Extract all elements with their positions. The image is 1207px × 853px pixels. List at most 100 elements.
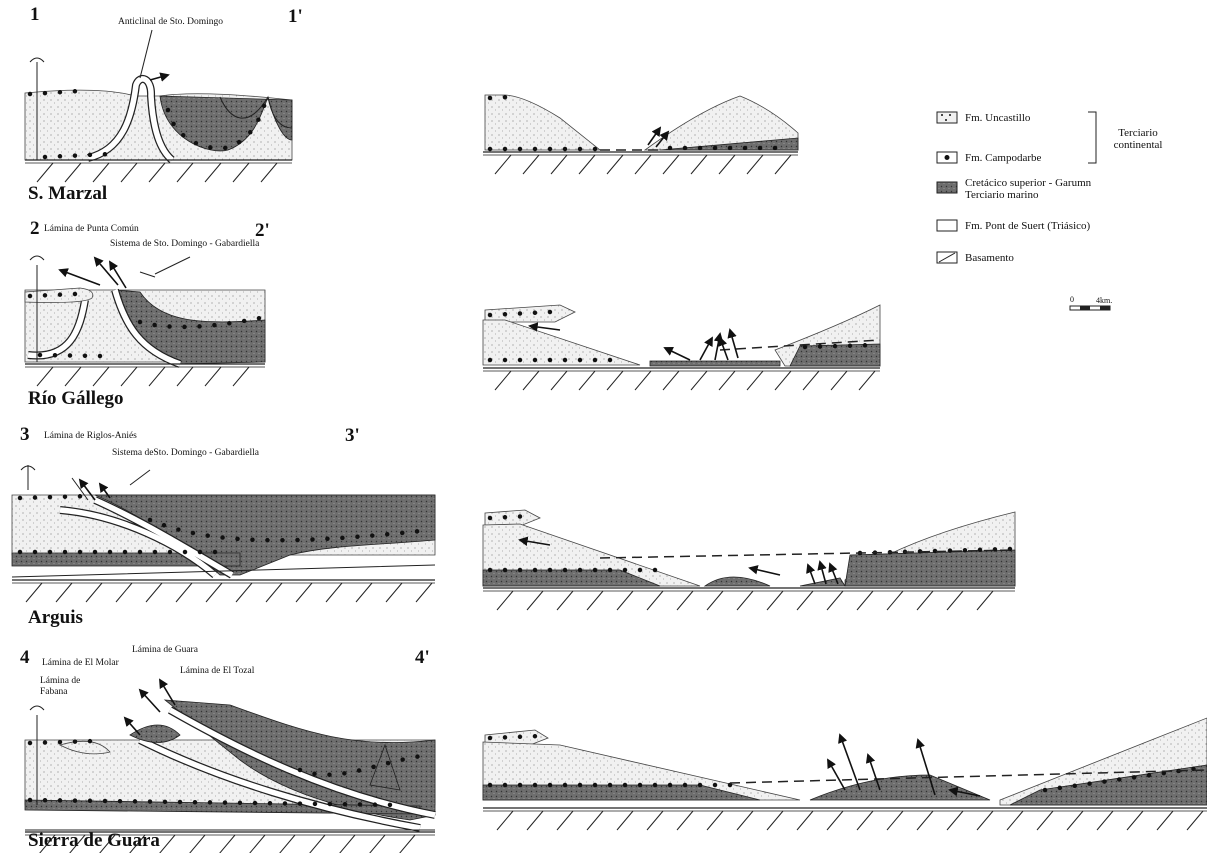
hatch [205,163,221,182]
hatch [557,811,573,830]
section-number: 2 [30,218,40,239]
structure-label: Lámina de El Molar [42,658,120,668]
section-number-end: 2' [255,220,270,241]
hatch [339,835,355,853]
hatch [177,163,193,182]
legend-label: Terciario marino [965,189,1039,201]
hatch [775,155,791,174]
hatch [797,811,813,830]
hatch [977,811,993,830]
legend-swatch [937,112,957,123]
hatch [205,367,221,386]
hatch [149,163,165,182]
hatch [356,583,372,602]
section-1-left [25,30,292,160]
hatch [416,583,432,602]
hatch [887,811,903,830]
structure-label: Lámina de Punta Común [44,224,139,234]
legend: Fm. Uncastillo Fm. Campodarbe Cretácico … [937,112,1162,264]
hatch [495,155,511,174]
hatch [497,811,513,830]
structure-label: Lámina de Riglos-Aniés [44,431,137,441]
hatch [947,811,963,830]
hatch [767,811,783,830]
hatch [827,591,843,610]
hatch [266,583,282,602]
hatch [747,155,763,174]
hatch [527,811,543,830]
hatch [149,367,165,386]
hatch [261,163,277,182]
hatch [747,371,763,390]
section-3-right [483,510,1015,586]
hatch [917,591,933,610]
hatch [677,811,693,830]
structure-label: Sistema de Sto. Domingo - Gabardiella [110,239,260,249]
hatch [707,591,723,610]
hatch [887,591,903,610]
hatch [219,835,235,853]
legend-group-label: continental [1114,139,1163,151]
hatch [803,371,819,390]
hatch [121,163,137,182]
section-name: S. Marzal [28,183,107,204]
hatch [495,371,511,390]
hatch [37,367,53,386]
hatch [707,811,723,830]
hatch [159,835,175,853]
hatch [607,371,623,390]
hatch [617,591,633,610]
hatch [523,155,539,174]
structure-label: Anticlinal de Sto. Domingo [118,17,223,27]
hatch [369,835,385,853]
section-number-end: 3' [345,425,360,446]
section-2-left [25,256,265,364]
scale-label: 4km. [1096,296,1112,305]
hatch [86,583,102,602]
hatch [26,583,42,602]
hatch [527,591,543,610]
hatch [206,583,222,602]
hatch [177,367,193,386]
hatch [635,371,651,390]
hatch [557,591,573,610]
hatch [579,155,595,174]
section-3-left [12,465,435,577]
hatch [977,591,993,610]
section-2-right [483,305,880,366]
hatch [189,835,205,853]
legend-group-label: Terciario [1118,127,1158,139]
hatch [719,371,735,390]
legend-swatch [937,182,957,193]
section-name: Sierra de Guara [28,830,160,851]
hatch [1157,811,1173,830]
hatch [691,371,707,390]
hatch [647,811,663,830]
hatch [326,583,342,602]
hatch [93,367,109,386]
legend-label: Fm. Uncastillo [965,112,1031,124]
section-4-right [483,718,1207,805]
hatch [691,155,707,174]
hatch [523,371,539,390]
legend-label: Fm. Campodarbe [965,152,1041,164]
hatch [677,591,693,610]
hatch [797,591,813,610]
legend-label: Fm. Pont de Suert (Triásico) [965,220,1091,232]
structure-label: Sistema deSto. Domingo - Gabardiella [112,448,260,458]
hatch [56,583,72,602]
hatch [116,583,132,602]
hatch [719,155,735,174]
hatch [947,591,963,610]
section-name: Río Gállego [28,388,124,409]
hatch [579,371,595,390]
scale-bar: 0 4km. [1070,295,1112,310]
hatch [1097,811,1113,830]
hatch [767,591,783,610]
hatch [857,591,873,610]
section-number: 4 [20,647,30,668]
hatch [399,835,415,853]
hatch [587,591,603,610]
hatch [249,835,265,853]
hatch [65,163,81,182]
